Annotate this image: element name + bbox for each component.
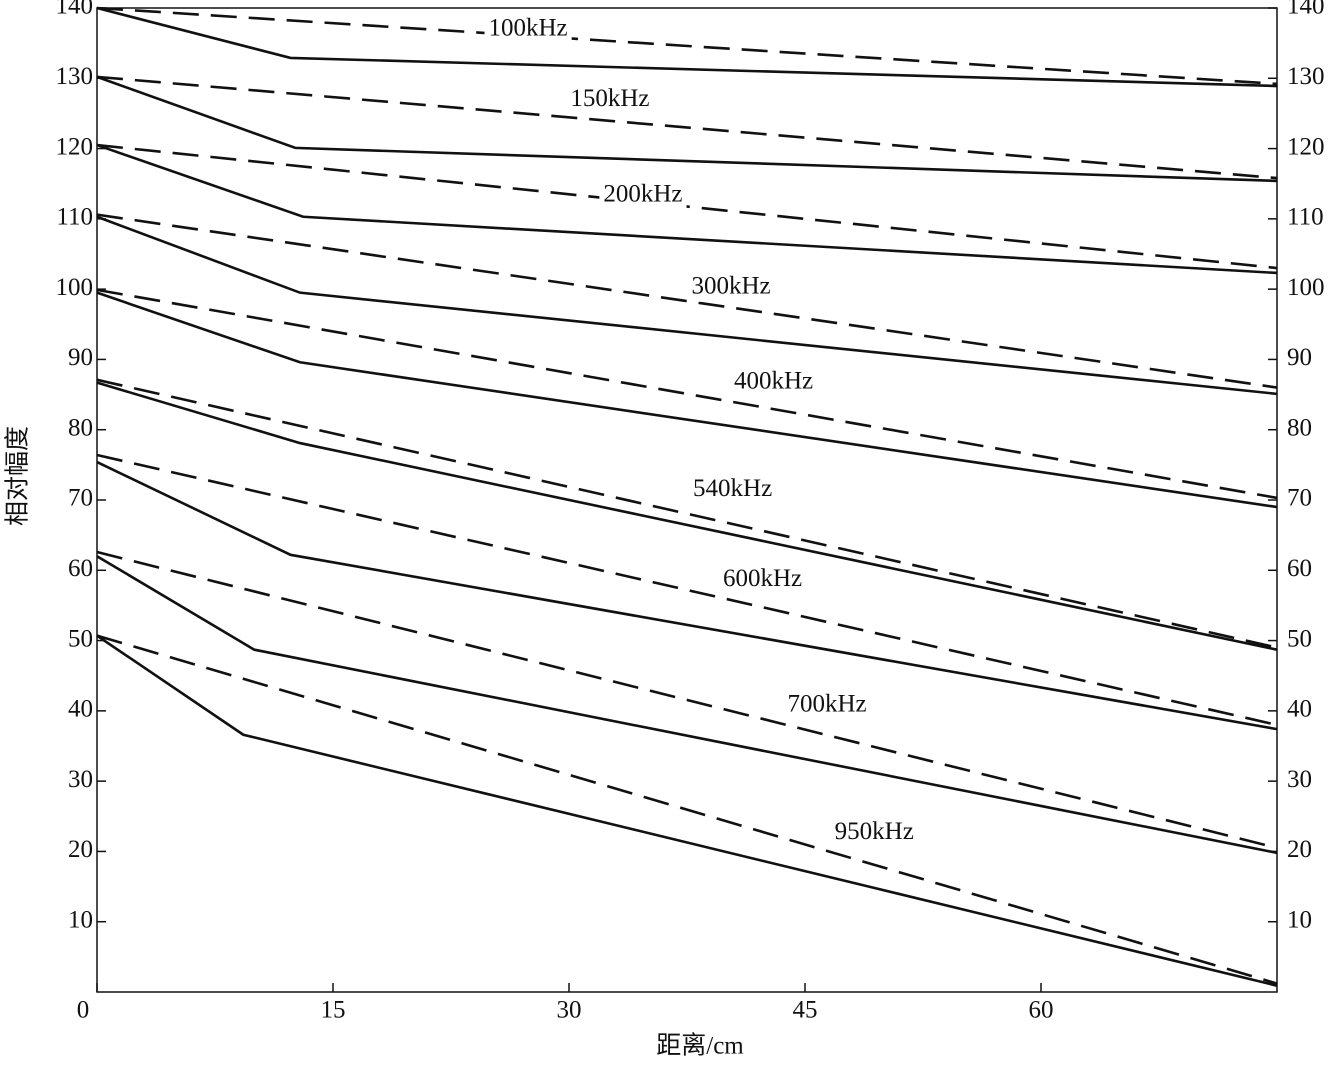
y-axis-label: 相对幅度 <box>4 426 32 526</box>
y-tick-label: 40 <box>68 696 93 723</box>
y-tick-label: 20 <box>68 836 93 863</box>
annotation: 540kHz <box>693 475 772 502</box>
y-tick-label: 100 <box>56 274 94 301</box>
y-tick-label-right: 70 <box>1287 485 1312 512</box>
annotation-background <box>783 691 871 720</box>
solid-line <box>96 6 1278 88</box>
annotation-background <box>484 15 572 44</box>
y-tick-label-right: 80 <box>1287 414 1312 441</box>
annotation-background <box>718 566 807 595</box>
dashed-line <box>96 288 1278 500</box>
y-tick-label-right: 130 <box>1287 63 1325 90</box>
y-tick-label: 120 <box>56 133 94 160</box>
dashed-line <box>96 634 1278 985</box>
y-tick-label: 70 <box>68 485 93 512</box>
y-tick-label: 90 <box>68 344 93 371</box>
y-tick-label: 10 <box>68 906 93 933</box>
y-tick-label-right: 50 <box>1287 625 1312 652</box>
annotation: 150kHz <box>570 85 649 112</box>
y-tick-label-right: 100 <box>1287 274 1325 301</box>
annotation-background <box>687 273 775 302</box>
annotation-background <box>566 86 654 115</box>
solid-line <box>96 460 1278 731</box>
dashed-line <box>96 143 1278 270</box>
y-tick-label-right: 40 <box>1287 696 1312 723</box>
solid-line <box>96 555 1278 855</box>
y-tick-label: 130 <box>56 63 94 90</box>
y-tick-label-right: 120 <box>1287 133 1325 160</box>
solid-line <box>96 634 1278 987</box>
y-tick-label-right: 60 <box>1287 555 1312 582</box>
y-tick-label-right: 110 <box>1287 204 1324 231</box>
dashed-line <box>96 213 1278 389</box>
solid-line <box>96 143 1278 275</box>
dashed-line <box>96 6 1278 86</box>
annotation: 100kHz <box>489 15 568 42</box>
y-tick-label: 50 <box>68 625 93 652</box>
solid-line <box>96 291 1278 509</box>
dashed-line <box>96 453 1278 727</box>
x-tick-label: 45 <box>793 997 818 1024</box>
y-tick-label-right: 90 <box>1287 344 1312 371</box>
annotation-background <box>599 181 687 210</box>
solid-line <box>96 381 1278 651</box>
y-tick-label: 30 <box>68 766 93 793</box>
solid-line <box>96 215 1278 396</box>
annotation: 950kHz <box>835 818 914 845</box>
annotation: 300kHz <box>691 272 770 299</box>
annotation: 200kHz <box>603 180 682 207</box>
annotation: 400kHz <box>734 367 813 394</box>
solid-line <box>96 75 1278 183</box>
plot-frame <box>96 7 1278 993</box>
dashed-line <box>96 75 1278 180</box>
y-tick-label-right: 20 <box>1287 836 1312 863</box>
annotation-background <box>729 368 818 397</box>
x-axis-label: 距离/cm <box>656 1032 744 1060</box>
annotation-background <box>830 819 918 848</box>
x-tick-label: 15 <box>321 997 346 1024</box>
dashed-line <box>96 550 1278 850</box>
y-tick-label-right: 30 <box>1287 766 1312 793</box>
y-tick-label: 140 <box>56 0 94 20</box>
y-tick-label-right: 10 <box>1287 906 1312 933</box>
annotation-background <box>689 476 777 505</box>
dashed-line <box>96 378 1278 649</box>
y-tick-label: 60 <box>68 555 93 582</box>
x-tick-label: 30 <box>557 997 582 1024</box>
y-tick-label-right: 140 <box>1287 0 1325 20</box>
x-tick-label: 60 <box>1029 997 1054 1024</box>
annotation: 600kHz <box>723 565 802 592</box>
x-tick-label: 0 <box>77 997 90 1024</box>
y-tick-label: 80 <box>68 414 93 441</box>
y-tick-label: 110 <box>56 204 93 231</box>
annotation: 700kHz <box>787 691 866 718</box>
